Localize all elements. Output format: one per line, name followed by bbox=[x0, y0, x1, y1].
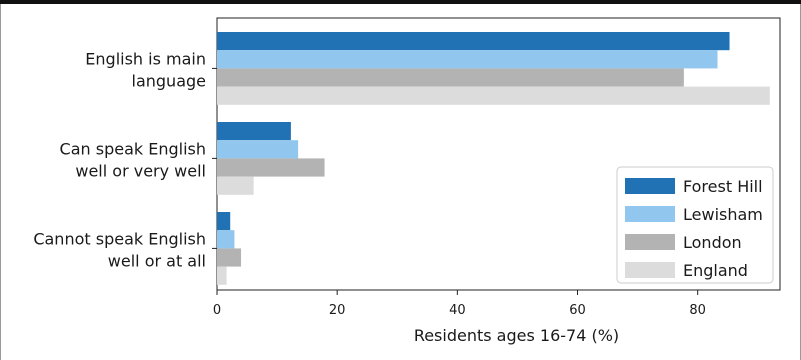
bar-england-1 bbox=[217, 176, 254, 195]
legend: Forest Hill Lewisham London England bbox=[616, 166, 774, 284]
legend-label: London bbox=[683, 233, 742, 252]
category-label: Can speak English bbox=[60, 139, 206, 158]
category-labels: English is main language Can speak English… bbox=[33, 49, 217, 270]
bar-england-2 bbox=[217, 266, 227, 285]
bar-london-0 bbox=[217, 68, 684, 87]
legend-label: Lewisham bbox=[683, 205, 763, 224]
legend-swatch-london bbox=[625, 234, 675, 250]
bar-forest-hill-0 bbox=[217, 32, 730, 51]
category-label: language bbox=[132, 71, 207, 90]
bar-london-2 bbox=[217, 248, 242, 267]
legend-box bbox=[616, 166, 774, 284]
bar-london-1 bbox=[217, 158, 325, 177]
category-label: well or at all bbox=[108, 251, 206, 270]
bar-lewisham-0 bbox=[217, 50, 718, 69]
category-label: well or very well bbox=[75, 161, 206, 180]
legend-swatch-england bbox=[625, 262, 675, 278]
x-tick-label: 20 bbox=[329, 303, 346, 318]
bars-group bbox=[217, 32, 770, 285]
legend-label: England bbox=[683, 261, 748, 280]
bar-forest-hill-2 bbox=[217, 212, 231, 231]
category-label: English is main bbox=[85, 49, 206, 68]
bar-lewisham-2 bbox=[217, 230, 235, 249]
x-tick-label: 60 bbox=[569, 303, 586, 318]
bar-lewisham-1 bbox=[217, 140, 299, 159]
bar-england-0 bbox=[217, 86, 770, 105]
x-axis-title: Residents ages 16-74 (%) bbox=[414, 326, 619, 345]
x-tick-label: 0 bbox=[213, 303, 221, 318]
legend-swatch-forest-hill bbox=[625, 178, 675, 194]
bar-forest-hill-1 bbox=[217, 122, 291, 141]
x-axis: 0 20 40 60 80 bbox=[213, 290, 706, 318]
legend-label: Forest Hill bbox=[683, 177, 763, 196]
top-border bbox=[0, 0, 801, 4]
category-label: Cannot speak English bbox=[33, 229, 206, 248]
legend-swatch-lewisham bbox=[625, 206, 675, 222]
x-tick-label: 80 bbox=[689, 303, 706, 318]
x-tick-label: 40 bbox=[449, 303, 466, 318]
